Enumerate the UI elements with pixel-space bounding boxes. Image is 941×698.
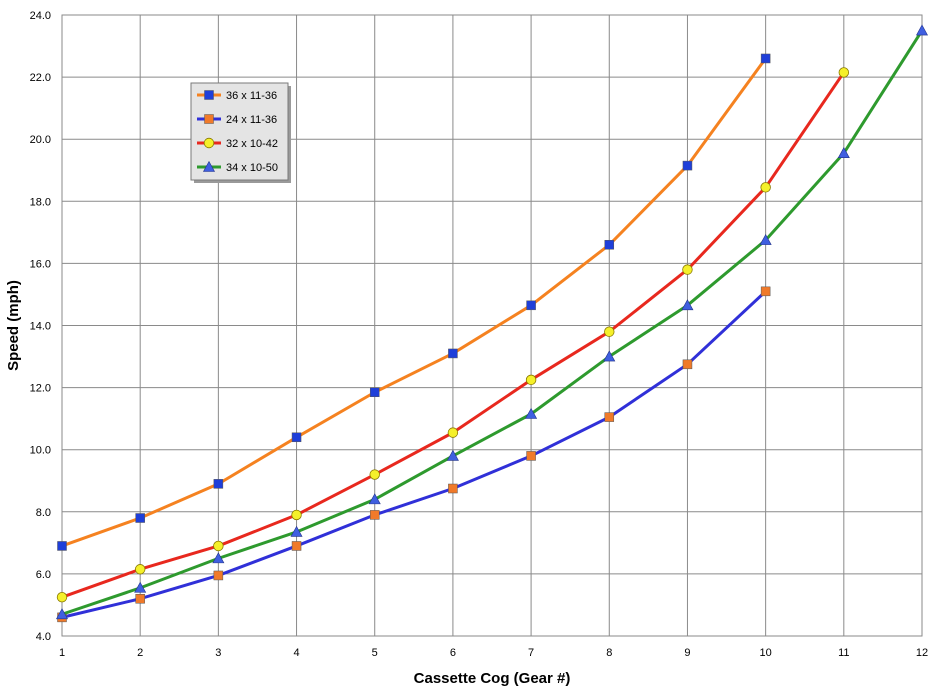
data-point (55, 608, 69, 620)
y-tick-label: 8.0 (36, 507, 51, 519)
series-layer (55, 24, 929, 623)
y-tick-label: 4.0 (36, 631, 51, 643)
legend-entry: 34 x 10-50 (197, 160, 278, 174)
data-point (291, 509, 302, 521)
data-point (681, 299, 694, 311)
data-point (134, 564, 146, 575)
data-point (135, 593, 145, 604)
data-point (369, 387, 380, 398)
data-point (759, 233, 772, 245)
data-point (213, 479, 224, 489)
y-tick-label: 20.0 (30, 134, 51, 146)
data-point (604, 326, 615, 337)
data-point (213, 540, 224, 552)
data-point (213, 570, 224, 581)
data-point (682, 160, 693, 171)
series-0 (57, 53, 771, 551)
x-tick-label: 11 (838, 647, 849, 659)
data-point (603, 350, 616, 362)
data-point (526, 300, 536, 311)
x-axis-title: Cassette Cog (Gear #) (414, 670, 571, 687)
x-axis-ticks: 1 2 3 4 5 6 7 8 9 10 11 12 (59, 647, 928, 659)
x-tick-label: 7 (528, 647, 534, 659)
y-tick-label: 24.0 (30, 10, 51, 22)
y-tick-label: 10.0 (30, 445, 51, 457)
legend-entry: 36 x 11-36 (197, 90, 277, 102)
x-tick-label: 9 (684, 647, 690, 659)
y-tick-label: 14.0 (30, 321, 51, 333)
y-tick-label: 16.0 (30, 258, 51, 270)
data-point (915, 24, 929, 36)
data-point (204, 90, 214, 100)
data-point (604, 412, 615, 422)
x-tick-label: 2 (137, 647, 143, 659)
data-point (291, 432, 302, 443)
data-point (57, 541, 67, 551)
data-point (682, 264, 693, 275)
data-point (134, 581, 147, 593)
data-point (526, 451, 536, 461)
y-tick-label: 18.0 (30, 196, 51, 208)
data-point (838, 67, 850, 78)
y-tick-label: 12.0 (30, 383, 51, 395)
data-point (204, 114, 214, 124)
x-tick-label: 4 (293, 647, 299, 659)
data-point (56, 591, 68, 603)
x-tick-label: 10 (760, 647, 772, 659)
data-point (448, 348, 458, 359)
series-1 (57, 286, 771, 623)
legend-entry: 24 x 11-36 (197, 114, 277, 126)
data-point (290, 525, 303, 537)
data-point (291, 541, 302, 551)
data-point (203, 137, 215, 149)
series-line (61, 29, 924, 616)
data-point (837, 147, 850, 158)
data-point (525, 407, 538, 419)
y-tick-label: 22.0 (30, 72, 51, 84)
data-point (202, 160, 216, 172)
legend-label: 34 x 10-50 (226, 162, 278, 174)
y-tick-label: 6.0 (36, 569, 51, 581)
x-tick-label: 12 (916, 647, 928, 659)
data-point (682, 359, 693, 370)
data-point (448, 483, 458, 494)
x-tick-label: 6 (450, 647, 456, 659)
y-axis-title: Speed (mph) (5, 280, 22, 371)
y-axis-ticks: 4.0 6.0 8.0 10.0 12.0 14.0 16.0 18.0 20.0 22.0 24.… (30, 10, 51, 643)
data-point (369, 469, 380, 480)
x-tick-label: 1 (59, 647, 65, 659)
data-point (369, 510, 380, 520)
data-point (760, 286, 771, 297)
legend-entry: 32 x 10-42 (197, 137, 278, 150)
data-point (760, 182, 771, 193)
x-tick-label: 8 (606, 647, 612, 659)
x-tick-label: 5 (372, 647, 378, 659)
series-line (61, 57, 767, 548)
data-point (212, 552, 225, 564)
data-point (368, 493, 381, 505)
data-point (135, 513, 145, 523)
data-point (447, 427, 459, 438)
legend: 36 x 11-36 24 x 11-36 32 x 10-42 34 x 10-50 (190, 82, 291, 183)
data-point (525, 374, 537, 386)
legend-label: 32 x 10-42 (226, 138, 278, 150)
data-point (446, 449, 459, 461)
data-point (760, 53, 771, 64)
data-point (604, 240, 615, 250)
legend-label: 24 x 11-36 (226, 114, 277, 126)
series-3 (55, 24, 929, 620)
series-line (61, 290, 767, 619)
series-2 (56, 67, 850, 603)
x-tick-label: 3 (215, 647, 221, 659)
legend-label: 36 x 11-36 (226, 90, 277, 102)
